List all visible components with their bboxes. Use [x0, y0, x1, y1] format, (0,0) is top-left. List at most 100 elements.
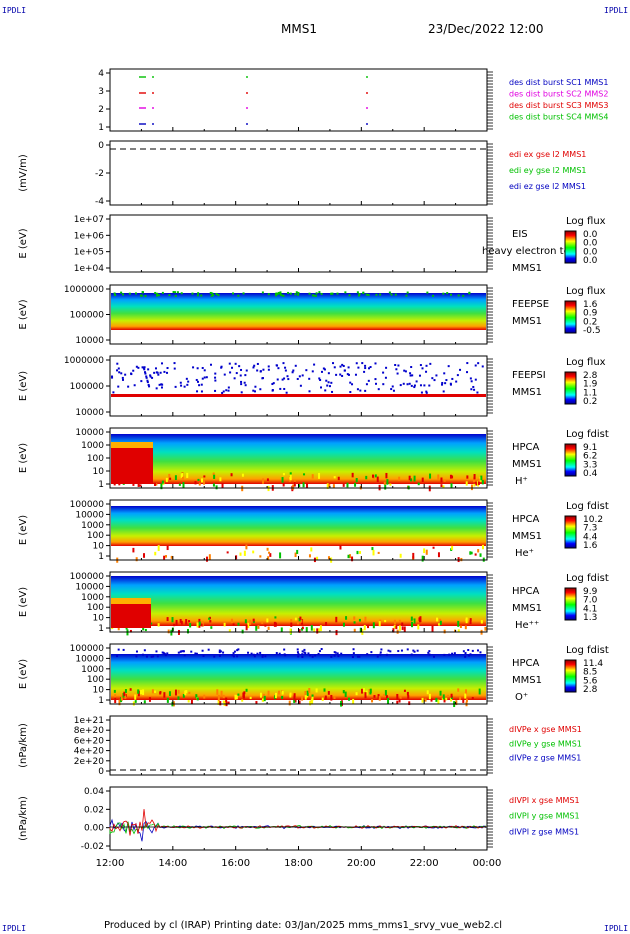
hpca_o-low-energy-speck [132, 701, 135, 706]
hpca_he-low-energy-speck [143, 553, 146, 558]
hpca_he-low-energy-speck [279, 552, 282, 559]
feepse-spectrum-speck [297, 291, 300, 294]
time-tick-label: 00:00 [473, 858, 502, 869]
hpca_h-low-energy-speck [374, 474, 377, 478]
feepse-spectrum-speck [315, 292, 318, 295]
hpca_he-low-energy-speck [296, 549, 299, 554]
feepsi-spectrum-speck [256, 369, 259, 372]
hpca_h-low-energy-speck [182, 482, 185, 488]
hpca_o-low-energy-speck [426, 690, 429, 695]
feepsi-spectrum-speck [425, 370, 428, 373]
eis-colorbar-tick: 0.0 [583, 239, 598, 249]
feepsi-spectrum-speck [318, 377, 321, 380]
feepsi-spectrum-speck [331, 390, 334, 393]
feepsi-spectrum-speck [133, 384, 136, 387]
feepsi-ytick-label: 1000000 [64, 356, 104, 366]
feepsi-spectrum-speck [145, 376, 148, 379]
feepse-ytick-label: 1000000 [64, 285, 104, 295]
hpca_o-spectrum-speck [194, 652, 197, 655]
eis-species-label: heavy electron to [482, 246, 570, 257]
hpca_o-low-energy-speck [315, 688, 318, 693]
hpca_he-low-energy-speck [469, 551, 472, 555]
hpca_o-low-energy-speck [293, 698, 296, 703]
feepsi-spectrum-speck [319, 379, 322, 382]
hpca_h-low-energy-speck [449, 474, 452, 479]
hpca_o-spectrum-speck [297, 655, 300, 658]
hpca_o-spectrum-speck [333, 651, 336, 654]
feepsi-spectrum-speck [225, 389, 228, 392]
hpca_o-spectrum-speck [469, 653, 472, 656]
feepsi-spectrum-speck [166, 371, 169, 374]
hpca_he-colorbar-tick: 1.6 [583, 541, 598, 551]
hpca_o-colorbar-tick: 2.8 [583, 685, 598, 695]
feepsi-spectrum-speck [382, 383, 385, 386]
hpca_o-spectrum-speck [297, 653, 300, 656]
hpca_o-low-energy-speck [241, 699, 244, 702]
hpca_o-low-energy-speck [459, 696, 462, 701]
hpca_hepp-low-energy-speck [125, 627, 128, 630]
hpca_h-low-energy-speck [481, 480, 484, 485]
feepsi-spectrum-speck [341, 363, 344, 366]
hpca_hepp-low-energy-speck [290, 619, 293, 624]
hpca_hepp-low-energy-speck [372, 622, 375, 629]
hpca_hepp-low-energy-speck [142, 625, 145, 631]
hpca_o-low-energy-speck [222, 694, 225, 699]
eis-ytick-label: 1e+05 [74, 248, 104, 258]
feepse-spectrum-speck [462, 294, 465, 297]
hpca_o-spectrum-speck [207, 648, 210, 651]
hpca_o-spectrum-speck [296, 648, 299, 651]
hpca_hepp-low-energy-speck [200, 623, 203, 627]
hpca_o-ylabel: E (eV) [18, 659, 29, 689]
hpca_hepp-low-energy-speck [469, 620, 472, 625]
hpca_o-spectrum-speck [416, 649, 419, 652]
hpca_o-spectrum-speck [304, 652, 307, 655]
feepse-colorbar-tick: 0.9 [583, 309, 598, 319]
hpca_o-spectrum-speck [166, 652, 169, 655]
feepse-spectrum-speck [120, 291, 123, 294]
feepse-spectrum-speck [446, 292, 449, 295]
hpca_o-low-energy-speck [134, 700, 137, 703]
feepsi-colorbar-tick: 0.2 [583, 397, 597, 407]
feepsi-spectrum-speck [441, 383, 444, 386]
hpca_o-ytick-label: 100000 [70, 644, 105, 654]
feepsi-spectrum-speck [222, 390, 225, 393]
feepsi-spectrum-speck [223, 373, 226, 376]
hpca_he-low-energy-speck [351, 556, 354, 562]
hpca_o-spectrum-speck [443, 653, 446, 656]
hpca_o-spectrum-speck [412, 649, 415, 652]
hpca_h-low-energy-speck [203, 475, 206, 478]
feepse-spectrum-speck [275, 292, 278, 295]
feepsi-spectrum-speck [240, 380, 243, 383]
feepsi-spectrum-speck [328, 385, 331, 388]
hpca_o-low-energy-speck [304, 690, 307, 697]
feepsi-spectrum-speck [127, 385, 130, 388]
hpca_hepp-low-energy-speck [398, 619, 401, 622]
feepsi-spectrum-speck [368, 367, 371, 370]
feepsi-ytick-label: 100000 [70, 382, 105, 392]
feepsi-spectrum-speck [271, 389, 274, 392]
edi-ytick-label: -4 [95, 197, 104, 207]
hpca_he-low-energy-speck [477, 548, 480, 553]
feepse-spectrum-speck [197, 292, 200, 295]
feepsi-spectrum-speck [196, 367, 199, 370]
hpca_o-spectrum-speck [233, 650, 236, 653]
divpi-legend-entry: dIVPI z gse MMS1 [509, 827, 579, 836]
feepsi-spectrum-speck [130, 372, 133, 375]
feepse-spectrum-speck [144, 294, 147, 297]
header-mission: MMS1 [281, 22, 317, 36]
hpca_o-spectrum-speck [308, 654, 311, 657]
hpca_o-low-energy-speck [225, 697, 228, 702]
hpca_h-low-energy-speck [413, 475, 416, 482]
eis-colorbar-tick: 0.0 [583, 256, 598, 266]
feepsi-spectrum-speck [359, 389, 362, 392]
feepsi-spectrum-speck [116, 369, 119, 372]
hpca_hepp-low-energy-speck [185, 619, 188, 625]
feepsi-spectrum-speck [200, 383, 203, 386]
hpca_hepp-ytick-label: 100 [87, 603, 104, 613]
hpca_o-low-energy-speck [289, 694, 292, 698]
feepsi-spectrum-speck [283, 387, 286, 390]
eis-colorbar-tick: 0.0 [583, 247, 598, 257]
hpca_o-low-energy-speck [263, 695, 266, 702]
feepsi-spectrum-speck [159, 371, 162, 374]
hpca_h-low-energy-speck [386, 479, 389, 485]
